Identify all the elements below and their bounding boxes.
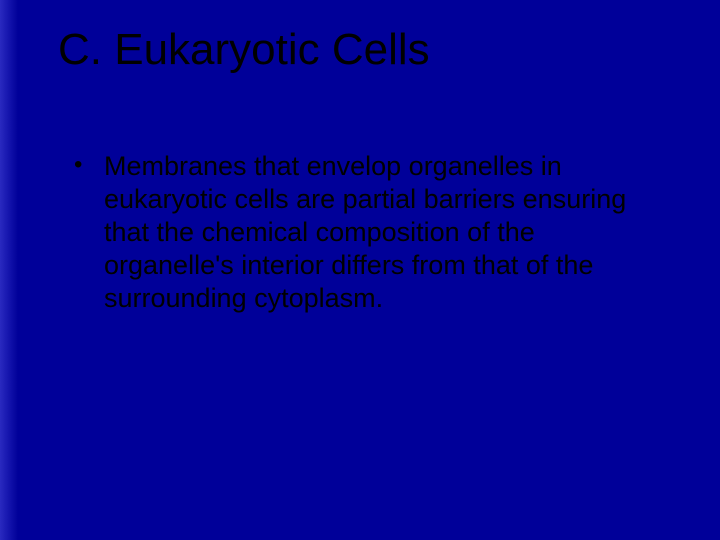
left-accent-bar bbox=[0, 0, 18, 540]
bullet-text: Membranes that envelop organelles in euk… bbox=[104, 150, 664, 315]
bullet-item: • Membranes that envelop organelles in e… bbox=[74, 150, 664, 315]
bullet-marker: • bbox=[74, 150, 82, 179]
slide: C. Eukaryotic Cells • Membranes that env… bbox=[0, 0, 720, 540]
slide-title: C. Eukaryotic Cells bbox=[58, 26, 430, 74]
